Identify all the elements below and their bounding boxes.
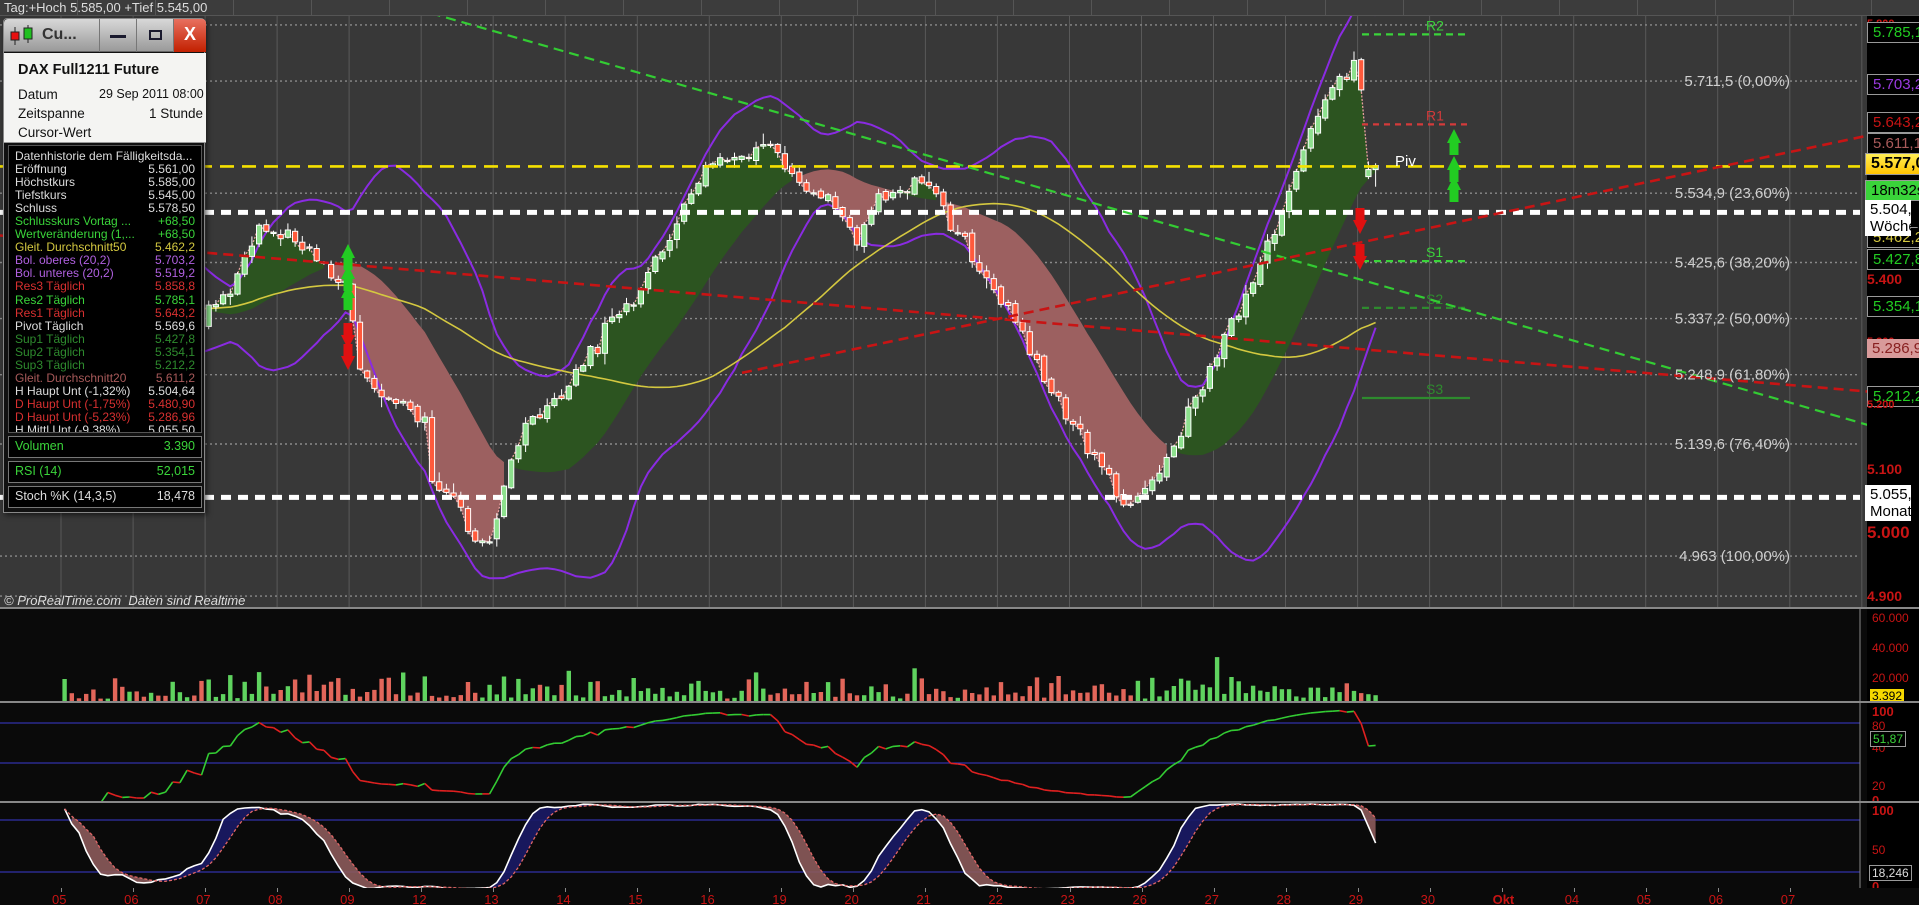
svg-text:5.711,5 (0,00%): 5.711,5 (0,00%) bbox=[1684, 73, 1790, 90]
svg-text:S2: S2 bbox=[1426, 291, 1443, 307]
svg-text:4.963 (100,00%): 4.963 (100,00%) bbox=[1679, 548, 1790, 565]
svg-text:5.534,9 (23,60%): 5.534,9 (23,60%) bbox=[1675, 185, 1790, 202]
svg-text:S1: S1 bbox=[1426, 244, 1443, 260]
svg-text:5.248,9 (61,80%): 5.248,9 (61,80%) bbox=[1675, 367, 1790, 384]
svg-text:5.425,6 (38,20%): 5.425,6 (38,20%) bbox=[1675, 255, 1790, 272]
svg-text:5.139,6 (76,40%): 5.139,6 (76,40%) bbox=[1675, 436, 1790, 453]
svg-text:Piv: Piv bbox=[1395, 153, 1416, 170]
svg-text:R1: R1 bbox=[1426, 107, 1444, 123]
svg-text:5.337,2 (50,00%): 5.337,2 (50,00%) bbox=[1675, 311, 1790, 328]
svg-text:S3: S3 bbox=[1426, 381, 1443, 397]
svg-text:R2: R2 bbox=[1426, 17, 1444, 33]
